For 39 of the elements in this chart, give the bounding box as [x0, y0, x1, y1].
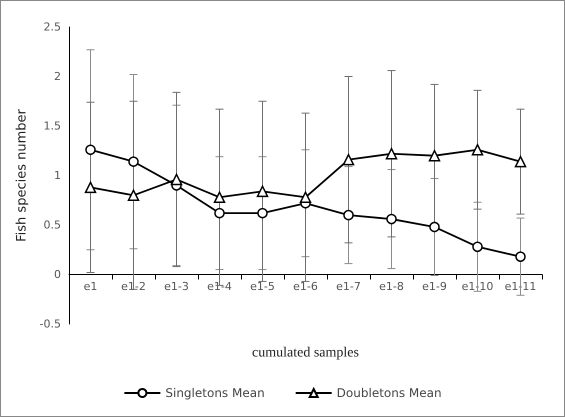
legend-label: Doubletons Mean [336, 386, 442, 400]
y-tick-label: 1.5 [44, 120, 61, 132]
y-tick-label: 1 [54, 169, 61, 182]
point [386, 214, 397, 224]
x-tick-label: e1 [84, 280, 98, 293]
y-axis-title: Fish species number [14, 108, 30, 242]
point [257, 208, 268, 218]
x-axis-title: cumulated samples [252, 346, 359, 360]
y-tick-label: 2 [54, 70, 61, 83]
point [472, 144, 484, 156]
point [342, 154, 354, 166]
legend-label: Singletons Mean [165, 386, 265, 400]
y-tick-label: 2.5 [44, 20, 61, 34]
point [300, 192, 312, 204]
x-tick-label: e1-9 [422, 280, 447, 293]
x-tick-label: e1-6 [293, 280, 318, 293]
point [128, 190, 140, 202]
point [515, 251, 526, 262]
point [170, 174, 182, 186]
point [85, 144, 96, 156]
point [514, 156, 526, 168]
point [128, 156, 139, 167]
point [214, 208, 225, 218]
y-tick-label: 0.5 [44, 218, 61, 232]
x-tick-label: e1-5 [250, 280, 275, 293]
x-tick-label: e1-3 [164, 280, 189, 293]
point [386, 148, 398, 160]
x-tick-label: e1-8 [379, 280, 404, 293]
x-tick-label: e1-4 [207, 280, 232, 293]
point [428, 150, 440, 162]
point [343, 210, 354, 220]
point [214, 192, 226, 204]
point [84, 182, 96, 194]
point [256, 186, 268, 198]
y-tick-label: 0 [54, 268, 61, 281]
y-tick-label: -0.5 [40, 318, 61, 330]
point [472, 242, 483, 252]
x-tick-label: e1-7 [336, 280, 361, 293]
point [429, 222, 440, 232]
